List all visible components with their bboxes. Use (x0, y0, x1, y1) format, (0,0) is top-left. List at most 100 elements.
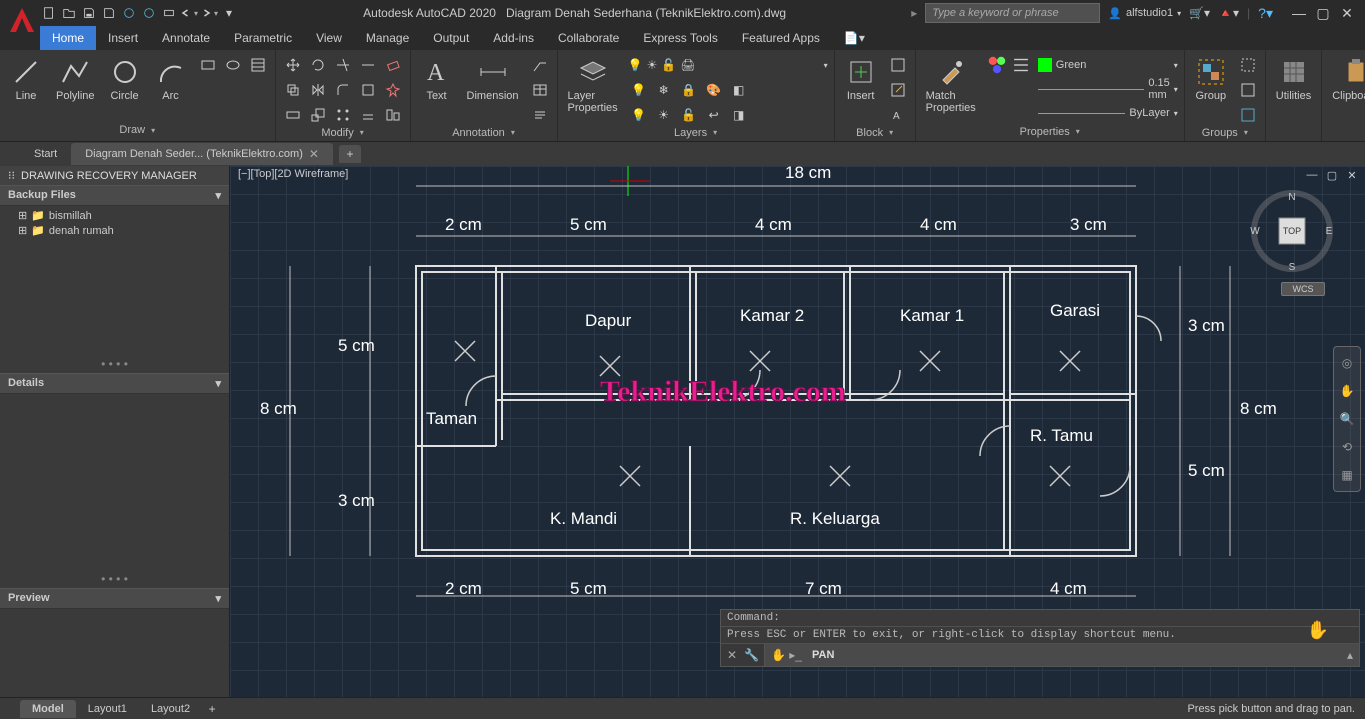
qat-new-icon[interactable] (40, 4, 58, 22)
align-icon[interactable] (382, 104, 404, 126)
qat-web2-icon[interactable] (140, 4, 158, 22)
bycolor-icon[interactable] (986, 54, 1008, 76)
minimize-button[interactable]: — (1291, 5, 1307, 21)
rectangle-icon[interactable] (197, 54, 219, 76)
fillet-icon[interactable] (332, 79, 354, 101)
expand-icon[interactable]: ⊞ (18, 224, 27, 237)
panel-modify-label[interactable]: Modify (282, 126, 404, 139)
match-properties-button[interactable]: Match Properties (922, 54, 980, 116)
trim-icon[interactable] (332, 54, 354, 76)
cmd-customize-icon[interactable]: 🔧 (744, 648, 758, 662)
mtext-icon[interactable] (529, 104, 551, 126)
tree-item[interactable]: ⊞📁denah rumah (0, 223, 229, 238)
section-details[interactable]: Details▾ (0, 373, 229, 394)
tab-view[interactable]: View (304, 26, 354, 50)
layer-lock-icon[interactable]: 🔒 (678, 79, 700, 101)
tab-parametric[interactable]: Parametric (222, 26, 304, 50)
list-icon[interactable] (1010, 54, 1032, 76)
panel-annotation-label[interactable]: Annotation (417, 126, 551, 139)
chamfer-icon[interactable] (357, 79, 379, 101)
qat-web-icon[interactable] (120, 4, 138, 22)
qat-open-icon[interactable] (60, 4, 78, 22)
tab-collaborate[interactable]: Collaborate (546, 26, 631, 50)
panel-layers-label[interactable]: Layers (564, 126, 828, 139)
layer-freeze-icon[interactable]: ❄ (653, 79, 675, 101)
tree-item[interactable]: ⊞📁bismillah (0, 208, 229, 223)
resize-handle-icon[interactable]: • • • • (0, 570, 229, 588)
layer-off-icon[interactable]: 💡 (628, 79, 650, 101)
close-tab-icon[interactable]: ✕ (309, 147, 319, 161)
layout-tab-2[interactable]: Layout2 (139, 700, 202, 718)
utilities-button[interactable]: Utilities (1272, 54, 1315, 104)
search-dropdown-icon[interactable]: ▸ (911, 6, 917, 20)
tab-home[interactable]: Home (40, 26, 96, 50)
leader-icon[interactable] (529, 54, 551, 76)
tab-manage[interactable]: Manage (354, 26, 421, 50)
expand-icon[interactable]: ⊞ (18, 209, 27, 222)
dimension-button[interactable]: Dimension (463, 54, 523, 104)
exchange-icon[interactable]: 🛒▾ (1189, 6, 1210, 20)
layout-tab-1[interactable]: Layout1 (76, 700, 139, 718)
command-input[interactable]: PAN (808, 649, 1341, 661)
layer-properties-button[interactable]: Layer Properties (564, 54, 622, 116)
lineweight-selector[interactable]: 0.15 mm▾ (1038, 78, 1178, 100)
panel-draw-label[interactable]: Draw (6, 121, 269, 139)
cmd-history-dropdown-icon[interactable]: ▴ (1341, 648, 1359, 662)
hatch-icon[interactable] (247, 54, 269, 76)
tab-express[interactable]: Express Tools (631, 26, 729, 50)
extend-icon[interactable] (357, 54, 379, 76)
group-button[interactable]: Group (1191, 54, 1231, 104)
tab-annotate[interactable]: Annotate (150, 26, 222, 50)
edit-block-icon[interactable] (887, 79, 909, 101)
tab-collapse-icon[interactable]: 📄▾ (832, 26, 877, 50)
insert-button[interactable]: Insert (841, 54, 881, 104)
create-block-icon[interactable] (887, 54, 909, 76)
user-badge[interactable]: 👤 alfstudio1 ▾ (1108, 7, 1181, 20)
explode-icon[interactable] (382, 79, 404, 101)
arc-button[interactable]: Arc (151, 54, 191, 104)
layout-tab-model[interactable]: Model (20, 700, 76, 718)
layer-unlock-icon[interactable]: 🔓 (678, 104, 700, 126)
tree-toggle-icon[interactable]: ⁝⁝ (8, 169, 15, 182)
qat-undo-icon[interactable] (180, 4, 198, 22)
move-icon[interactable] (282, 54, 304, 76)
clipboard-button[interactable]: Clipboard (1328, 54, 1365, 104)
doc-tab-current[interactable]: Diagram Denah Seder... (TeknikElektro.co… (71, 143, 333, 165)
layer-selector[interactable]: 💡 ☀ 🔓 🖨 ▾ (628, 54, 828, 76)
layer-thaw-icon[interactable]: ☀ (653, 104, 675, 126)
text-button[interactable]: AText (417, 54, 457, 104)
mirror-icon[interactable] (307, 79, 329, 101)
qat-save-icon[interactable] (80, 4, 98, 22)
layer-iso-icon[interactable]: ◧ (728, 79, 750, 101)
section-preview[interactable]: Preview▾ (0, 588, 229, 609)
tab-featured[interactable]: Featured Apps (730, 26, 832, 50)
add-layout-button[interactable]: + (202, 702, 222, 716)
line-button[interactable]: Line (6, 54, 46, 104)
linetype-selector[interactable]: ByLayer▾ (1038, 102, 1178, 124)
attr-icon[interactable]: A (887, 104, 909, 126)
panel-block-label[interactable]: Block (841, 126, 909, 139)
qat-dropdown-icon[interactable]: ▾ (220, 4, 238, 22)
table-icon[interactable] (529, 79, 551, 101)
rotate-icon[interactable] (307, 54, 329, 76)
app-store-icon[interactable]: 🔺▾ (1218, 6, 1239, 20)
qat-plot-icon[interactable] (160, 4, 178, 22)
doc-tab-start[interactable]: Start (20, 143, 71, 165)
layer-on-icon[interactable]: 💡 (628, 104, 650, 126)
search-input[interactable]: Type a keyword or phrase (925, 3, 1100, 23)
color-selector[interactable]: Green▾ (1038, 54, 1178, 76)
resize-handle-icon[interactable]: • • • • (0, 355, 229, 373)
panel-groups-label[interactable]: Groups (1191, 126, 1259, 139)
tab-insert[interactable]: Insert (96, 26, 150, 50)
circle-button[interactable]: Circle (105, 54, 145, 104)
stretch-icon[interactable] (282, 104, 304, 126)
close-button[interactable]: ✕ (1339, 5, 1355, 21)
erase-icon[interactable] (382, 54, 404, 76)
panel-properties-label[interactable]: Properties (922, 124, 1178, 139)
group-sel-icon[interactable] (1237, 104, 1259, 126)
section-backup[interactable]: Backup Files▾ (0, 185, 229, 206)
scale-icon[interactable] (307, 104, 329, 126)
qat-saveas-icon[interactable] (100, 4, 118, 22)
qat-redo-icon[interactable] (200, 4, 218, 22)
polyline-button[interactable]: Polyline (52, 54, 99, 104)
